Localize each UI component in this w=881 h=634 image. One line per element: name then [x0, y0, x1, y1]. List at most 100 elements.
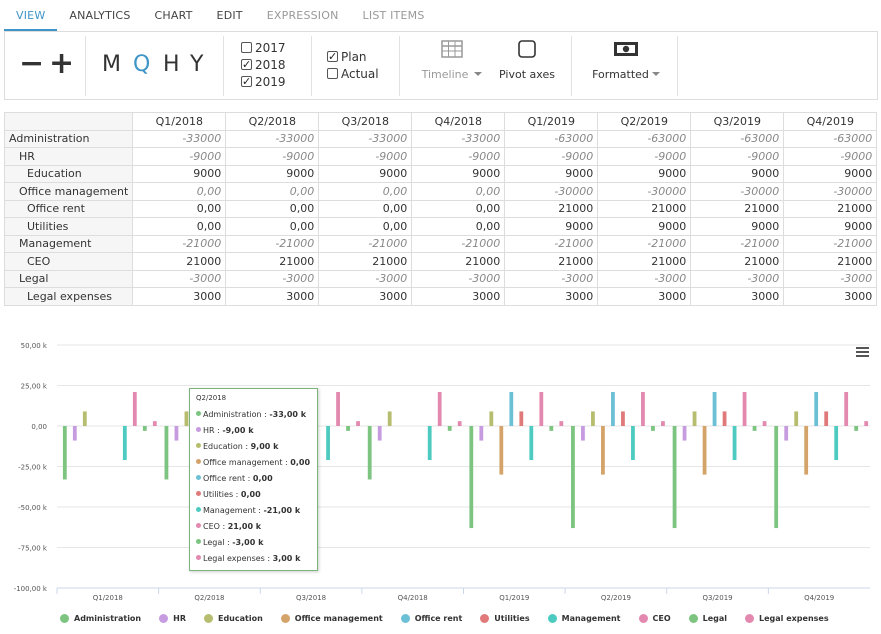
tab-list-items[interactable]: LIST ITEMS	[362, 9, 425, 22]
value-cell[interactable]: 3000	[690, 287, 785, 306]
legend-item[interactable]: Utilities	[480, 614, 530, 623]
value-cell[interactable]: 9000	[690, 164, 785, 183]
year-2018-checkbox[interactable]: 2018	[241, 56, 286, 74]
period-quarter-button[interactable]: Q	[133, 52, 151, 77]
value-cell[interactable]: -3000	[411, 269, 506, 288]
column-header[interactable]: Q3/2018	[318, 112, 413, 131]
legend-item[interactable]: Management	[547, 614, 621, 623]
tab-edit[interactable]: EDIT	[216, 9, 243, 22]
value-cell[interactable]: 0,00	[318, 217, 413, 236]
legend-item[interactable]: Office management	[280, 614, 383, 623]
value-cell[interactable]: -3000	[690, 269, 785, 288]
value-cell[interactable]: 3000	[132, 287, 227, 306]
row-header[interactable]: Office rent	[3, 199, 134, 218]
value-cell[interactable]: -3000	[225, 269, 320, 288]
value-cell[interactable]: 0,00	[132, 217, 227, 236]
value-cell[interactable]: 0,00	[318, 182, 413, 201]
tab-chart[interactable]: CHART	[154, 9, 193, 22]
value-cell[interactable]: -3000	[504, 269, 599, 288]
value-cell[interactable]: 21000	[783, 199, 878, 218]
tab-expression[interactable]: EXPRESSION	[266, 9, 339, 22]
value-cell[interactable]: -30000	[783, 182, 878, 201]
value-cell[interactable]: 3000	[225, 287, 320, 306]
value-cell[interactable]: 9000	[504, 217, 599, 236]
value-cell[interactable]: -30000	[504, 182, 599, 201]
value-cell[interactable]: -9000	[504, 147, 599, 166]
value-cell[interactable]: 21000	[132, 252, 227, 271]
value-cell[interactable]: 0,00	[411, 182, 506, 201]
value-cell[interactable]: -9000	[132, 147, 227, 166]
tab-analytics[interactable]: ANALYTICS	[69, 9, 131, 22]
value-cell[interactable]: 0,00	[132, 182, 227, 201]
value-cell[interactable]: -3000	[783, 269, 878, 288]
year-2017-checkbox[interactable]: 2017	[241, 40, 286, 57]
value-cell[interactable]: -9000	[318, 147, 413, 166]
value-cell[interactable]: 21000	[411, 252, 506, 271]
zoom-out-button[interactable]: −	[19, 46, 45, 81]
row-header[interactable]: CEO	[3, 252, 134, 271]
value-cell[interactable]: -9000	[783, 147, 878, 166]
value-cell[interactable]: 9000	[504, 164, 599, 183]
hamburger-menu-icon[interactable]	[856, 347, 869, 357]
value-cell[interactable]: 0,00	[225, 217, 320, 236]
value-cell[interactable]: -3000	[597, 269, 692, 288]
value-cell[interactable]: 9000	[597, 164, 692, 183]
legend-item[interactable]: Legal	[688, 614, 727, 623]
value-cell[interactable]: -30000	[597, 182, 692, 201]
value-cell[interactable]: 9000	[783, 164, 878, 183]
value-cell[interactable]: -33000	[411, 129, 506, 148]
value-cell[interactable]: -21000	[411, 234, 506, 253]
actual-checkbox[interactable]: Actual	[327, 66, 379, 83]
zoom-in-button[interactable]: +	[49, 46, 75, 81]
value-cell[interactable]: 9000	[318, 164, 413, 183]
value-cell[interactable]: 0,00	[411, 199, 506, 218]
period-half-year-button[interactable]: H	[163, 52, 180, 77]
value-cell[interactable]: -9000	[411, 147, 506, 166]
value-cell[interactable]: 3000	[504, 287, 599, 306]
value-cell[interactable]: 0,00	[132, 199, 227, 218]
value-cell[interactable]: 9000	[597, 217, 692, 236]
legend-item[interactable]: Administration	[60, 614, 141, 623]
value-cell[interactable]: 9000	[411, 164, 506, 183]
column-header[interactable]: Q1/2018	[132, 112, 227, 131]
value-cell[interactable]: 21000	[504, 252, 599, 271]
value-cell[interactable]: -3000	[132, 269, 227, 288]
year-2019-checkbox[interactable]: 2019	[241, 73, 286, 91]
value-cell[interactable]: 0,00	[411, 217, 506, 236]
value-cell[interactable]: 21000	[690, 252, 785, 271]
row-header[interactable]: Management	[3, 234, 134, 253]
value-cell[interactable]: 3000	[318, 287, 413, 306]
value-cell[interactable]: -30000	[690, 182, 785, 201]
value-cell[interactable]: -21000	[783, 234, 878, 253]
row-header[interactable]: Administration	[3, 129, 134, 148]
value-cell[interactable]: 3000	[411, 287, 506, 306]
value-cell[interactable]: 9000	[690, 217, 785, 236]
value-cell[interactable]: -63000	[783, 129, 878, 148]
row-header[interactable]: Utilities	[3, 217, 134, 236]
row-header[interactable]: Legal expenses	[3, 287, 134, 306]
value-cell[interactable]: 21000	[783, 252, 878, 271]
column-header[interactable]: Q2/2019	[597, 112, 692, 131]
value-cell[interactable]: 21000	[690, 199, 785, 218]
timeline-button[interactable]: Timeline	[409, 40, 495, 81]
value-cell[interactable]: -33000	[225, 129, 320, 148]
value-cell[interactable]: -33000	[132, 129, 227, 148]
plan-checkbox[interactable]: Plan	[327, 48, 367, 66]
tab-view[interactable]: VIEW	[4, 0, 58, 31]
legend-item[interactable]: Office rent	[400, 614, 462, 623]
value-cell[interactable]: 9000	[225, 164, 320, 183]
legend-item[interactable]: CEO	[638, 614, 671, 623]
value-cell[interactable]: 0,00	[318, 199, 413, 218]
value-cell[interactable]: -63000	[597, 129, 692, 148]
value-cell[interactable]: 9000	[783, 217, 878, 236]
value-cell[interactable]: -33000	[318, 129, 413, 148]
value-cell[interactable]: 3000	[783, 287, 878, 306]
value-cell[interactable]: -21000	[318, 234, 413, 253]
value-cell[interactable]: -9000	[597, 147, 692, 166]
column-header[interactable]: Q1/2019	[504, 112, 599, 131]
value-cell[interactable]: -21000	[597, 234, 692, 253]
value-cell[interactable]: -3000	[318, 269, 413, 288]
value-cell[interactable]: 21000	[225, 252, 320, 271]
column-header[interactable]: Q2/2018	[225, 112, 320, 131]
formatted-button[interactable]: Formatted	[583, 40, 669, 81]
